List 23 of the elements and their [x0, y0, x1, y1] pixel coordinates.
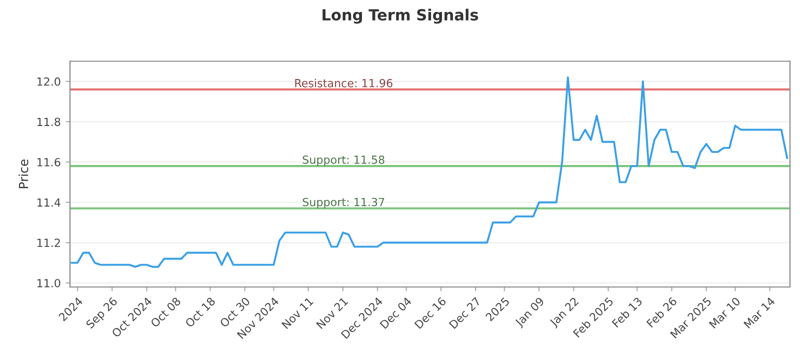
y-tick-label: 12.0 — [37, 77, 60, 86]
chart-title: Long Term Signals — [322, 8, 478, 24]
y-tick-label: 11.0 — [37, 278, 60, 288]
y-tick-label: 11.4 — [37, 198, 60, 207]
x-tick-label: Oct 08 — [150, 296, 182, 328]
x-tick-label: Feb 13 — [611, 296, 643, 328]
x-tick-label: Jan 09 — [514, 296, 546, 329]
x-tick-label: Mar 14 — [744, 296, 776, 329]
y-tick-label: 11.8 — [37, 118, 60, 126]
ref-line-label: Support: 11.37 — [302, 198, 384, 208]
y-tick-label: 11.2 — [37, 238, 60, 247]
ref-line-label: Support: 11.58 — [302, 156, 384, 166]
line-series — [70, 76, 788, 268]
x-tick-label: Oct 18 — [184, 296, 216, 328]
x-tick-label: Jan 22 — [548, 296, 580, 329]
x-tick-label: Feb 26 — [646, 296, 678, 328]
x-tick-label: Dec 27 — [448, 296, 481, 330]
y-tick-label: 11.6 — [37, 158, 60, 166]
x-tick-label: Dec 16 — [414, 296, 447, 330]
x-tick-label: Nov 21 — [316, 296, 348, 330]
ref-line-label: Resistance: 11.96 — [295, 78, 392, 88]
x-tick-label: Nov 11 — [281, 296, 314, 330]
y-axis-title: Price — [18, 160, 28, 188]
